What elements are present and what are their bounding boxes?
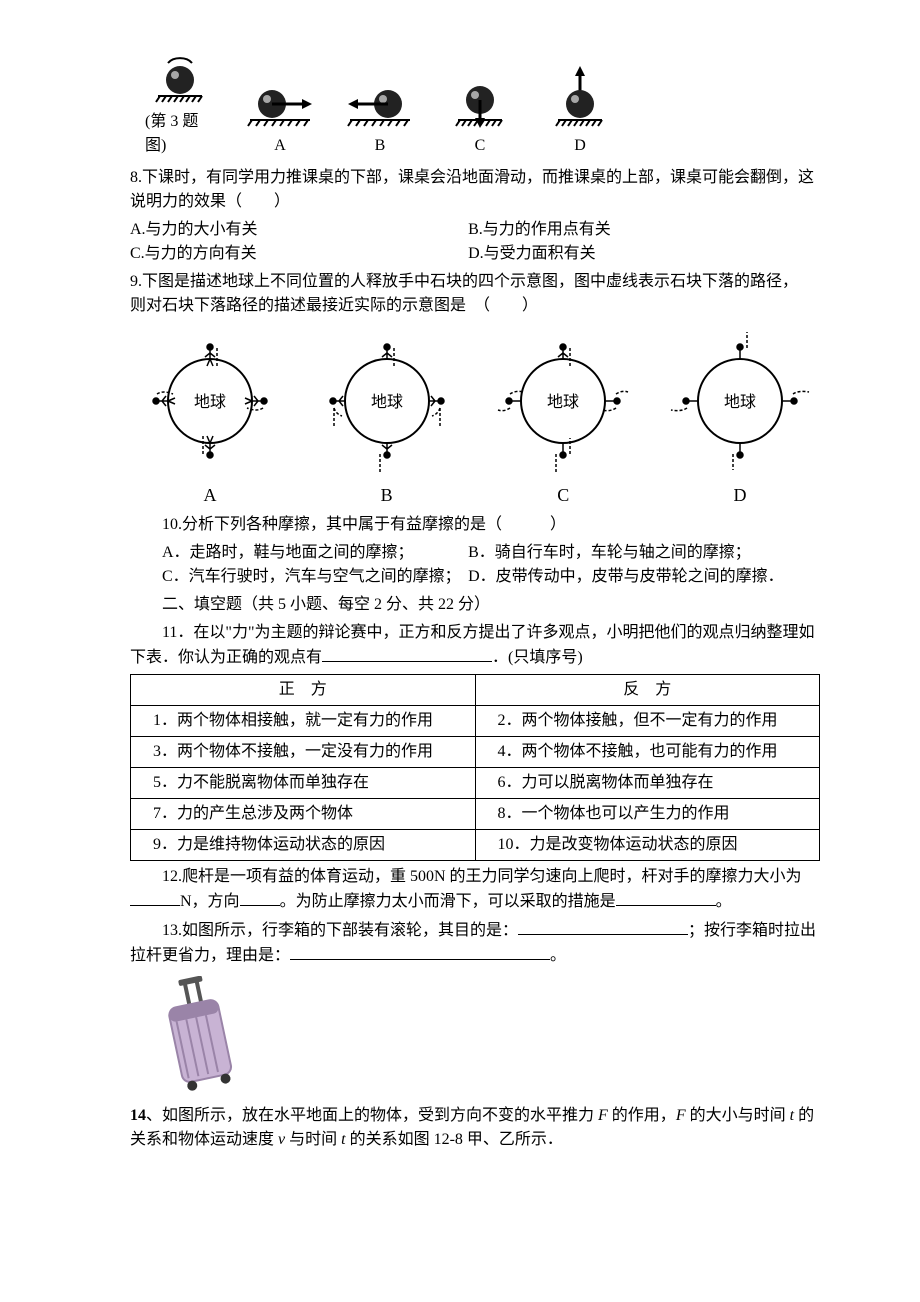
q12-blank1 <box>130 889 180 906</box>
table-row: 7．力的产生总涉及两个物体 8．一个物体也可以产生力的作用 <box>131 799 820 830</box>
q10-optD: D．皮带传动中，皮带与皮带轮之间的摩擦． <box>468 565 806 589</box>
table-row: 正 方 反 方 <box>131 675 820 706</box>
q8-optD: D.与受力面积有关 <box>468 242 806 266</box>
q9-globe-D: 地球 D <box>660 326 820 509</box>
q10-stem: 10.分析下列各种摩擦，其中属于有益摩擦的是（ ） <box>130 513 820 537</box>
ball-arc-icon <box>150 50 210 110</box>
q12-d: 。 <box>716 893 732 910</box>
q13-blank2 <box>290 943 550 960</box>
q13-a: 13.如图所示，行李箱的下部装有滚轮，其目的是： <box>130 922 518 939</box>
q3-label-D: D <box>574 134 586 158</box>
q9-figure: 地球 A <box>130 326 820 509</box>
table-cell: 2．两个物体接触，但不一定有力的作用 <box>475 706 820 737</box>
q8-optB: B.与力的作用点有关 <box>468 218 806 242</box>
q10-optA: A．走路时，鞋与地面之间的摩擦； <box>130 541 468 565</box>
ball-arrow-up-icon <box>550 66 610 134</box>
q9-globe-A: 地球 A <box>130 326 290 509</box>
q12-blank3 <box>616 889 716 906</box>
luggage-figure <box>150 976 820 1096</box>
luggage-icon <box>150 976 240 1096</box>
q11-table: 正 方 反 方 1．两个物体相接触，就一定有力的作用 2．两个物体接触，但不一定… <box>130 674 820 861</box>
q3-label-C: C <box>475 134 486 158</box>
ball-arrow-right-icon <box>244 74 316 134</box>
table-cell: 3．两个物体不接触，一定没有力的作用 <box>131 737 476 768</box>
q13-blank1 <box>518 918 688 935</box>
q3-ball-B: B <box>345 74 415 158</box>
globe-d-icon: 地球 <box>665 326 815 476</box>
section2-title: 二、填空题（共 5 小题、每空 2 分、共 22 分） <box>130 593 820 617</box>
globe-b-icon: 地球 <box>312 326 462 476</box>
q3-figure: (第 3 题图) A <box>145 50 820 158</box>
q8-stem: 8.下课时，有同学用力推课桌的下部，课桌会沿地面滑动，而推课桌的上部，课桌可能会… <box>130 166 820 214</box>
q3-caption: (第 3 题图) <box>145 110 215 158</box>
q9-stem: 9.下图是描述地球上不同位置的人释放手中石块的四个示意图，图中虚线表示石块下落的… <box>130 270 820 318</box>
table-row: 9．力是维持物体运动状态的原因 10．力是改变物体运动状态的原因 <box>131 830 820 861</box>
table-row: 1．两个物体相接触，就一定有力的作用 2．两个物体接触，但不一定有力的作用 <box>131 706 820 737</box>
table-cell: 5．力不能脱离物体而单独存在 <box>131 768 476 799</box>
q9-globe-C: 地球 C <box>483 326 643 509</box>
table-row: 3．两个物体不接触，一定没有力的作用 4．两个物体不接触，也可能有力的作用 <box>131 737 820 768</box>
q12-c: 。为防止摩擦力太小而滑下，可以采取的措施是 <box>280 893 616 910</box>
svg-text:地球: 地球 <box>371 393 403 411</box>
q11-blank <box>322 645 492 662</box>
q3-ball-0: (第 3 题图) <box>145 50 215 158</box>
q3-ball-A: A <box>245 74 315 158</box>
q12-b: N，方向 <box>180 893 240 910</box>
q9-label-D: D <box>733 482 746 509</box>
q9-label-C: C <box>557 482 569 509</box>
ball-arrow-left-icon <box>344 74 416 134</box>
q9-label-A: A <box>204 482 217 509</box>
q10-options: A．走路时，鞋与地面之间的摩擦； B．骑自行车时，车轮与轴之间的摩擦； C．汽车… <box>130 541 820 589</box>
q13-c: 。 <box>550 947 566 964</box>
svg-text:地球: 地球 <box>547 393 579 411</box>
q14-num: 14 <box>130 1107 146 1124</box>
q9-globe-B: 地球 B <box>307 326 467 509</box>
q11-stem-b: ．(只填序号) <box>492 649 583 666</box>
table-row: 5．力不能脱离物体而单独存在 6．力可以脱离物体而单独存在 <box>131 768 820 799</box>
table-cell: 9．力是维持物体运动状态的原因 <box>131 830 476 861</box>
table-cell: 4．两个物体不接触，也可能有力的作用 <box>475 737 820 768</box>
table-cell: 10．力是改变物体运动状态的原因 <box>475 830 820 861</box>
globe-a-icon: 地球 <box>135 326 285 476</box>
ball-arrow-down-icon <box>450 74 510 134</box>
table-cell: 6．力可以脱离物体而单独存在 <box>475 768 820 799</box>
globe-c-icon: 地球 <box>488 326 638 476</box>
q12-blank2 <box>240 889 280 906</box>
q9-label-B: B <box>381 482 393 509</box>
table-head-right: 反 方 <box>475 675 820 706</box>
q12-a: 12.爬杆是一项有益的体育运动，重 500N 的王力同学匀速向上爬时，杆对手的摩… <box>130 868 802 885</box>
q12: 12.爬杆是一项有益的体育运动，重 500N 的王力同学匀速向上爬时，杆对手的摩… <box>130 865 820 914</box>
q3-label-A: A <box>274 134 286 158</box>
q8-options: A.与力的大小有关 B.与力的作用点有关 C.与力的方向有关 D.与受力面积有关 <box>130 218 820 266</box>
q14: 14、如图所示，放在水平地面上的物体，受到方向不变的水平推力 F 的作用，F 的… <box>130 1104 820 1152</box>
q8-optC: C.与力的方向有关 <box>130 242 468 266</box>
svg-text:地球: 地球 <box>724 393 756 411</box>
table-cell: 1．两个物体相接触，就一定有力的作用 <box>131 706 476 737</box>
table-cell: 7．力的产生总涉及两个物体 <box>131 799 476 830</box>
svg-text:地球: 地球 <box>194 393 226 411</box>
q11-stem: 11．在以"力"为主题的辩论赛中，正方和反方提出了许多观点，小明把他们的观点归纳… <box>130 621 820 670</box>
q14-text: 、如图所示，放在水平地面上的物体，受到方向不变的水平推力 F 的作用，F 的大小… <box>130 1107 814 1148</box>
q10-optB: B．骑自行车时，车轮与轴之间的摩擦； <box>468 541 806 565</box>
q3-ball-C: C <box>445 74 515 158</box>
q8-optA: A.与力的大小有关 <box>130 218 468 242</box>
table-head-left: 正 方 <box>131 675 476 706</box>
q10-optC: C．汽车行驶时，汽车与空气之间的摩擦； <box>130 565 468 589</box>
q3-label-B: B <box>375 134 386 158</box>
q3-ball-D: D <box>545 66 615 158</box>
table-cell: 8．一个物体也可以产生力的作用 <box>475 799 820 830</box>
q13: 13.如图所示，行李箱的下部装有滚轮，其目的是：；按行李箱时拉出拉杆更省力，理由… <box>130 918 820 968</box>
